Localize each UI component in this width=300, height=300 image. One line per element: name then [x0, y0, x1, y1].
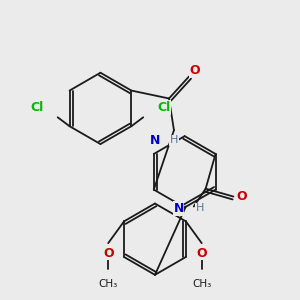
Text: Cl: Cl: [31, 101, 44, 114]
Text: N: N: [173, 202, 184, 215]
Text: O: O: [196, 247, 207, 260]
Text: O: O: [236, 190, 247, 203]
Text: CH₃: CH₃: [192, 279, 211, 289]
Text: O: O: [103, 247, 113, 260]
Text: CH₃: CH₃: [99, 279, 118, 289]
Text: H: H: [170, 135, 178, 145]
Text: N: N: [150, 134, 160, 147]
Text: O: O: [189, 64, 200, 77]
Text: Cl: Cl: [157, 101, 170, 114]
Text: H: H: [196, 203, 204, 214]
